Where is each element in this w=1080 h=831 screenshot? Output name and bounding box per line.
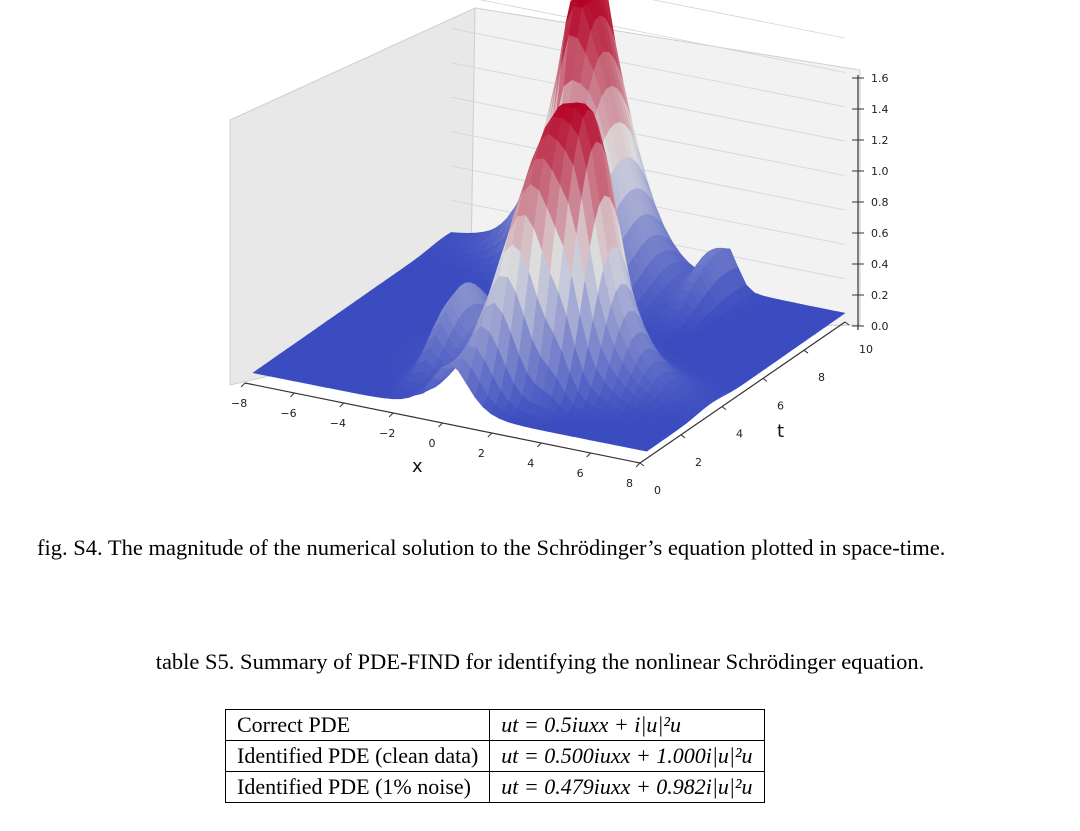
surface-patch — [637, 445, 653, 452]
x-tick — [438, 422, 443, 428]
row-label: Identified PDE (clean data) — [224, 740, 491, 772]
t-tick-label: 4 — [736, 428, 743, 441]
x-tick-label: −2 — [379, 427, 395, 440]
z-axis-ticks: 0.0 0.2 0.4 0.6 0.8 1.0 1.2 1.4 1.6 — [852, 72, 889, 333]
t-tick — [721, 406, 727, 411]
t-axis-label: t — [777, 421, 784, 442]
table-caption: table S5. Summary of PDE-FIND for identi… — [155, 649, 925, 674]
x-tick-label: 2 — [478, 447, 485, 460]
x-tick-label: −8 — [231, 397, 247, 410]
x-tick — [635, 462, 641, 468]
gridline — [651, 0, 845, 39]
z-tick-label: 1.2 — [871, 134, 889, 147]
x-tick-label: 0 — [429, 437, 436, 450]
gridline — [451, 28, 845, 108]
x-tick — [339, 402, 345, 408]
x-tick — [536, 442, 542, 448]
row-label: Identified PDE (1% noise) — [224, 771, 491, 803]
z-tick-label: 0.4 — [871, 258, 889, 271]
row-equation: ut = 0.500iuxx + 1.000i|u|²u — [489, 740, 765, 772]
t-tick — [844, 321, 850, 326]
t-tick — [680, 434, 686, 439]
x-tick-label: −4 — [330, 417, 346, 430]
t-tick-label: 10 — [859, 343, 873, 356]
x-tick — [388, 412, 394, 418]
row-equation: ut = 0.5iuxx + i|u|²u — [489, 709, 765, 741]
row-label: Correct PDE — [224, 709, 491, 741]
z-tick-label: 1.6 — [871, 72, 889, 85]
z-tick-label: 0.0 — [871, 320, 889, 333]
gridline — [451, 131, 845, 211]
table-row: Correct PDE ut = 0.5iuxx + i|u|²u — [224, 709, 765, 741]
x-tick — [487, 432, 493, 438]
table-row: Identified PDE (clean data) ut = 0.500iu… — [224, 740, 765, 772]
surface-plot: −8 −6 −4 −2 0 2 4 6 8 0 2 4 6 8 10 0.0 0.2 0.4 0.6 0.8 1.0… — [229, 0, 889, 497]
gridline — [451, 96, 845, 176]
row-equation: ut = 0.479iuxx + 0.982i|u|²u — [489, 771, 765, 803]
table-row: Identified PDE (1% noise) ut = 0.479iuxx… — [224, 771, 765, 803]
t-tick — [639, 462, 645, 467]
pde-summary-table: Correct PDE ut = 0.5iuxx + i|u|²u Identi… — [224, 709, 765, 803]
t-tick-label: 6 — [777, 399, 784, 412]
x-tick-label: 8 — [626, 477, 633, 490]
x-tick-label: 4 — [527, 457, 534, 470]
t-tick-label: 0 — [654, 484, 661, 497]
z-tick-label: 0.8 — [871, 196, 889, 209]
z-tick-label: 1.0 — [871, 165, 889, 178]
x-axis-ticks: −8 −6 −4 −2 0 2 4 6 8 — [231, 382, 641, 490]
t-tick — [803, 349, 809, 354]
t-tick — [762, 377, 768, 382]
x-tick — [240, 382, 246, 388]
x-axis-label: x — [412, 456, 423, 477]
figure-caption: fig. S4. The magnitude of the numerical … — [37, 535, 946, 560]
x-tick — [586, 452, 591, 458]
t-tick-label: 8 — [818, 371, 825, 384]
x-tick — [290, 392, 295, 398]
x-tick-label: −6 — [280, 407, 296, 420]
t-tick-label: 2 — [695, 456, 702, 469]
z-tick-label: 1.4 — [871, 103, 889, 116]
x-tick-label: 6 — [577, 467, 584, 480]
surface-figure: −8 −6 −4 −2 0 2 4 6 8 0 2 4 6 8 10 0.0 0.2 0.4 0.6 0.8 1.0… — [229, 0, 889, 497]
t-axis-ticks: 0 2 4 6 8 10 — [639, 321, 873, 497]
surface-mesh — [252, 0, 846, 452]
z-tick-label: 0.6 — [871, 227, 889, 240]
z-tick-label: 0.2 — [871, 289, 889, 302]
gridline — [451, 62, 845, 142]
gridline — [479, 0, 845, 73]
